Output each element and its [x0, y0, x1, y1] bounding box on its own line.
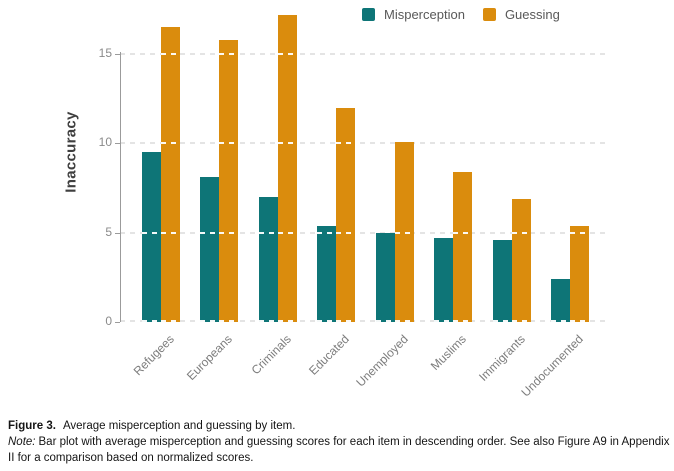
bar-misperception-muslims: [434, 238, 454, 322]
grid-dash-overlay: [277, 320, 297, 322]
note-label: Note:: [8, 436, 36, 448]
grid-dash-overlay: [336, 142, 356, 145]
y-tick-label-10: 10: [98, 135, 112, 150]
legend-label-misperception: Misperception: [384, 7, 465, 22]
legend: Misperception Guessing: [362, 7, 560, 22]
grid-dash-overlay: [258, 231, 278, 234]
grid-dash-overlay: [277, 231, 297, 234]
grid-dash-overlay: [219, 142, 239, 145]
grid-dash-overlay: [200, 231, 220, 234]
legend-label-guessing: Guessing: [504, 7, 560, 22]
grid-dash-overlay: [277, 53, 297, 56]
grid-dash-overlay: [453, 231, 473, 234]
figure-caption: Figure 3. Average misperception and guess…: [8, 418, 674, 466]
legend-swatch-guessing: [482, 8, 496, 21]
y-tick-label-0: 0: [105, 314, 112, 328]
plot-area: [120, 0, 606, 322]
bar-guessing-europeans: [219, 39, 239, 322]
grid-dash-overlay: [200, 320, 220, 322]
bar-guessing-criminals: [277, 14, 297, 322]
legend-swatch-misperception: [362, 8, 375, 21]
bar-misperception-undocumented: [551, 279, 570, 322]
y-axis-line: [120, 52, 121, 322]
gridline-0: [120, 320, 606, 322]
bar-guessing-muslims: [453, 171, 473, 322]
grid-dash-overlay: [394, 231, 414, 234]
bar-misperception-criminals: [258, 196, 278, 322]
y-tick-mark-0: [115, 322, 120, 323]
caption-title-line: Figure 3. Average misperception and guess…: [8, 418, 674, 434]
caption-note-line: Note: Bar plot with average misperception…: [8, 434, 674, 466]
grid-dash-overlay: [161, 231, 180, 234]
y-tick-mark-15: [115, 54, 120, 55]
legend-item-misperception: Misperception: [362, 7, 465, 22]
bar-guessing-unemployed: [394, 141, 414, 322]
gridline-10: [120, 142, 606, 145]
legend-item-guessing: Guessing: [482, 7, 560, 22]
grid-dash-overlay: [317, 231, 337, 234]
grid-dash-overlay: [375, 320, 395, 322]
gridline-15: [120, 53, 606, 56]
grid-dash-overlay: [570, 320, 589, 322]
gridline-5: [120, 231, 606, 234]
grid-dash-overlay: [142, 231, 161, 234]
grid-dash-overlay: [219, 320, 239, 322]
bar-misperception-refugees: [142, 152, 161, 322]
grid-dash-overlay: [161, 320, 180, 322]
grid-dash-overlay: [453, 320, 473, 322]
grid-dash-overlay: [394, 320, 414, 322]
bar-guessing-undocumented: [570, 225, 589, 322]
figure-title: Average misperception and guessing by it…: [62, 420, 296, 432]
grid-dash-overlay: [434, 320, 454, 322]
grid-dash-overlay: [142, 320, 161, 322]
grid-dash-overlay: [161, 53, 180, 56]
y-tick-label-5: 5: [105, 224, 112, 239]
figure-label: Figure 3.: [8, 420, 56, 432]
y-tick-label-15: 15: [98, 46, 112, 60]
grid-dash-overlay: [277, 142, 297, 145]
bar-misperception-europeans: [200, 177, 220, 322]
grid-dash-overlay: [336, 320, 356, 322]
bar-guessing-refugees: [161, 27, 180, 322]
grid-dash-overlay: [219, 53, 239, 56]
grid-dash-overlay: [511, 320, 531, 322]
bar-misperception-immigrants: [492, 239, 512, 322]
note-text: Bar plot with average misperception and …: [8, 436, 670, 464]
bar-misperception-unemployed: [375, 232, 395, 322]
y-tick-mark-10: [115, 143, 120, 145]
y-axis-label: Inaccuracy: [62, 111, 80, 193]
grid-dash-overlay: [492, 320, 512, 322]
grid-dash-overlay: [219, 231, 239, 234]
grid-dash-overlay: [161, 142, 180, 145]
grid-dash-overlay: [511, 231, 531, 234]
grid-dash-overlay: [317, 320, 337, 322]
y-tick-mark-5: [115, 232, 120, 234]
grid-dash-overlay: [336, 231, 356, 234]
grid-dash-overlay: [570, 231, 589, 234]
bar-guessing-immigrants: [511, 198, 531, 322]
bar-misperception-educated: [317, 225, 337, 322]
grid-dash-overlay: [258, 320, 278, 322]
bar-guessing-educated: [336, 107, 356, 322]
grid-dash-overlay: [551, 320, 570, 322]
